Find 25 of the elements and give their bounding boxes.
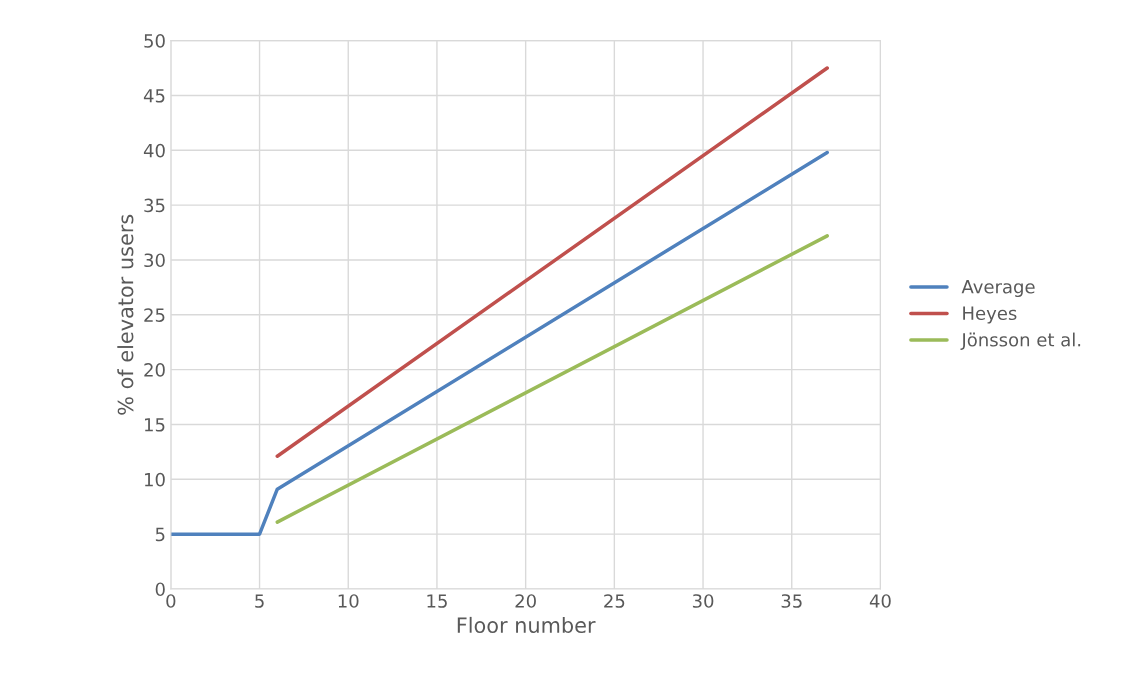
y-tick-label: 30: [144, 253, 165, 268]
y-tick-label: 10: [145, 472, 165, 487]
legend-label: Heyes: [963, 306, 1017, 324]
x-tick-label: 20: [515, 594, 536, 608]
x-tick-label: 25: [604, 594, 625, 608]
legend-label: Average: [961, 280, 1035, 298]
y-tick-label: 0: [155, 582, 165, 597]
x-axis-title: Floor number: [457, 616, 596, 634]
x-tick-label: 15: [427, 594, 447, 608]
y-tick-label: 5: [155, 527, 165, 542]
y-tick-label: 25: [144, 308, 165, 322]
x-tick-label: 10: [338, 594, 359, 608]
y-tick-label: 20: [144, 363, 165, 377]
y-axis-title: % of elevator users: [117, 214, 134, 415]
y-tick-label: 50: [144, 34, 165, 48]
x-tick-label: 40: [869, 594, 891, 608]
y-tick-label: 45: [143, 89, 165, 103]
y-tick-label: 40: [143, 143, 165, 158]
x-tick-label: 30: [692, 594, 714, 608]
legend-label: Jönsson et al.: [960, 332, 1081, 350]
y-tick-label: 35: [144, 198, 165, 213]
x-tick-label: 35: [781, 594, 802, 608]
y-tick-label: 15: [145, 418, 165, 432]
x-tick-label: 5: [255, 594, 264, 608]
x-tick-label: 0: [166, 594, 176, 608]
